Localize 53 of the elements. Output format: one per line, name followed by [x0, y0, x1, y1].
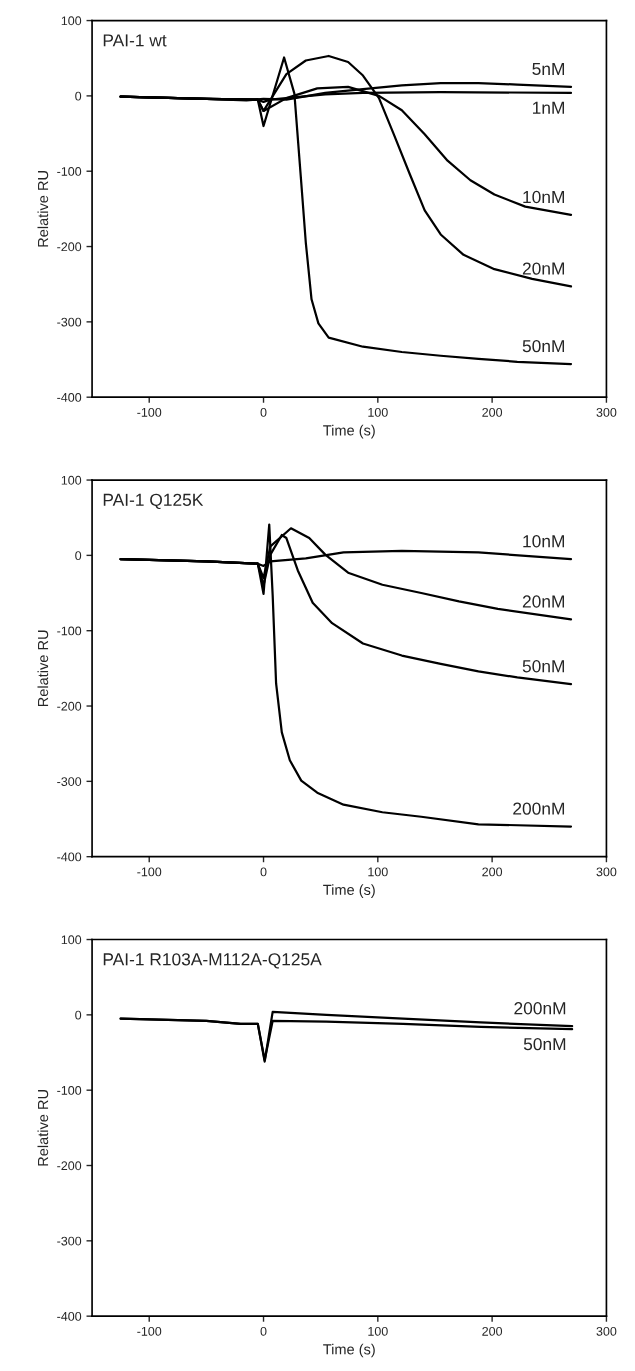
y-tick-label: -400 [57, 852, 82, 862]
x-axis-title: Time (s) [323, 424, 375, 439]
x-tick-label: -100 [137, 867, 162, 877]
series-label: 50nM [522, 660, 565, 673]
x-axis-title: Time (s) [323, 884, 375, 898]
x-tick-label: 200 [482, 867, 503, 877]
x-tick-label: 300 [596, 407, 617, 417]
x-tick-label: 0 [260, 1326, 267, 1336]
series-label: 1nM [532, 101, 565, 114]
y-tick-label: 100 [61, 475, 82, 485]
y-tick-label: -200 [57, 1161, 82, 1171]
x-tick-label: 0 [260, 407, 267, 417]
y-tick-label: 0 [75, 1010, 82, 1020]
x-tick-label: 100 [368, 407, 388, 417]
annotation: PAI-1 R103A-M112A-Q125A [103, 953, 322, 969]
annotation: PAI-1 Q125K [103, 493, 204, 510]
y-tick-label: -300 [57, 1236, 82, 1246]
series-label: 50nM [523, 1037, 566, 1051]
y-tick-label: -100 [57, 1085, 82, 1095]
x-tick-label: 200 [482, 1326, 503, 1336]
x-tick-label: 200 [482, 407, 503, 417]
series-label: 20nM [522, 595, 565, 608]
x-tick-label: 300 [596, 867, 617, 877]
series-label: 10nM [523, 535, 565, 548]
y-tick-label: -300 [57, 777, 82, 786]
x-tick-label: -100 [137, 407, 162, 417]
y-tick-label: -100 [57, 626, 82, 636]
y-tick-label: -200 [57, 242, 82, 252]
y-tick-label: -400 [57, 392, 82, 402]
y-axis-title: Relative RU [37, 1090, 49, 1166]
x-tick-label: 100 [368, 1326, 388, 1336]
y-tick-label: 100 [61, 935, 82, 945]
x-tick-label: 300 [596, 1326, 617, 1336]
y-tick-label: -100 [57, 167, 82, 176]
y-tick-label: 0 [75, 91, 82, 101]
series-label: 200nM [513, 802, 565, 815]
series-label: 5nM [532, 62, 565, 76]
series-label: 50nM [522, 339, 565, 353]
x-tick-label: -100 [137, 1326, 162, 1336]
series-label: 10nM [523, 190, 565, 204]
y-tick-label: 0 [75, 551, 82, 561]
series-label: 200nM [514, 1002, 566, 1015]
annotation: PAI-1 wt [103, 34, 167, 47]
x-tick-label: 100 [368, 867, 388, 877]
x-tick-label: 0 [260, 867, 267, 877]
y-tick-label: -300 [57, 317, 82, 327]
x-axis-title: Time (s) [323, 1343, 375, 1358]
y-tick-label: 100 [61, 16, 82, 26]
y-tick-label: -200 [57, 701, 82, 711]
y-axis-title: Relative RU [37, 630, 49, 707]
series-label: 20nM [522, 262, 565, 275]
y-tick-label: -400 [57, 1311, 82, 1321]
y-axis-title: Relative RU [37, 171, 49, 247]
